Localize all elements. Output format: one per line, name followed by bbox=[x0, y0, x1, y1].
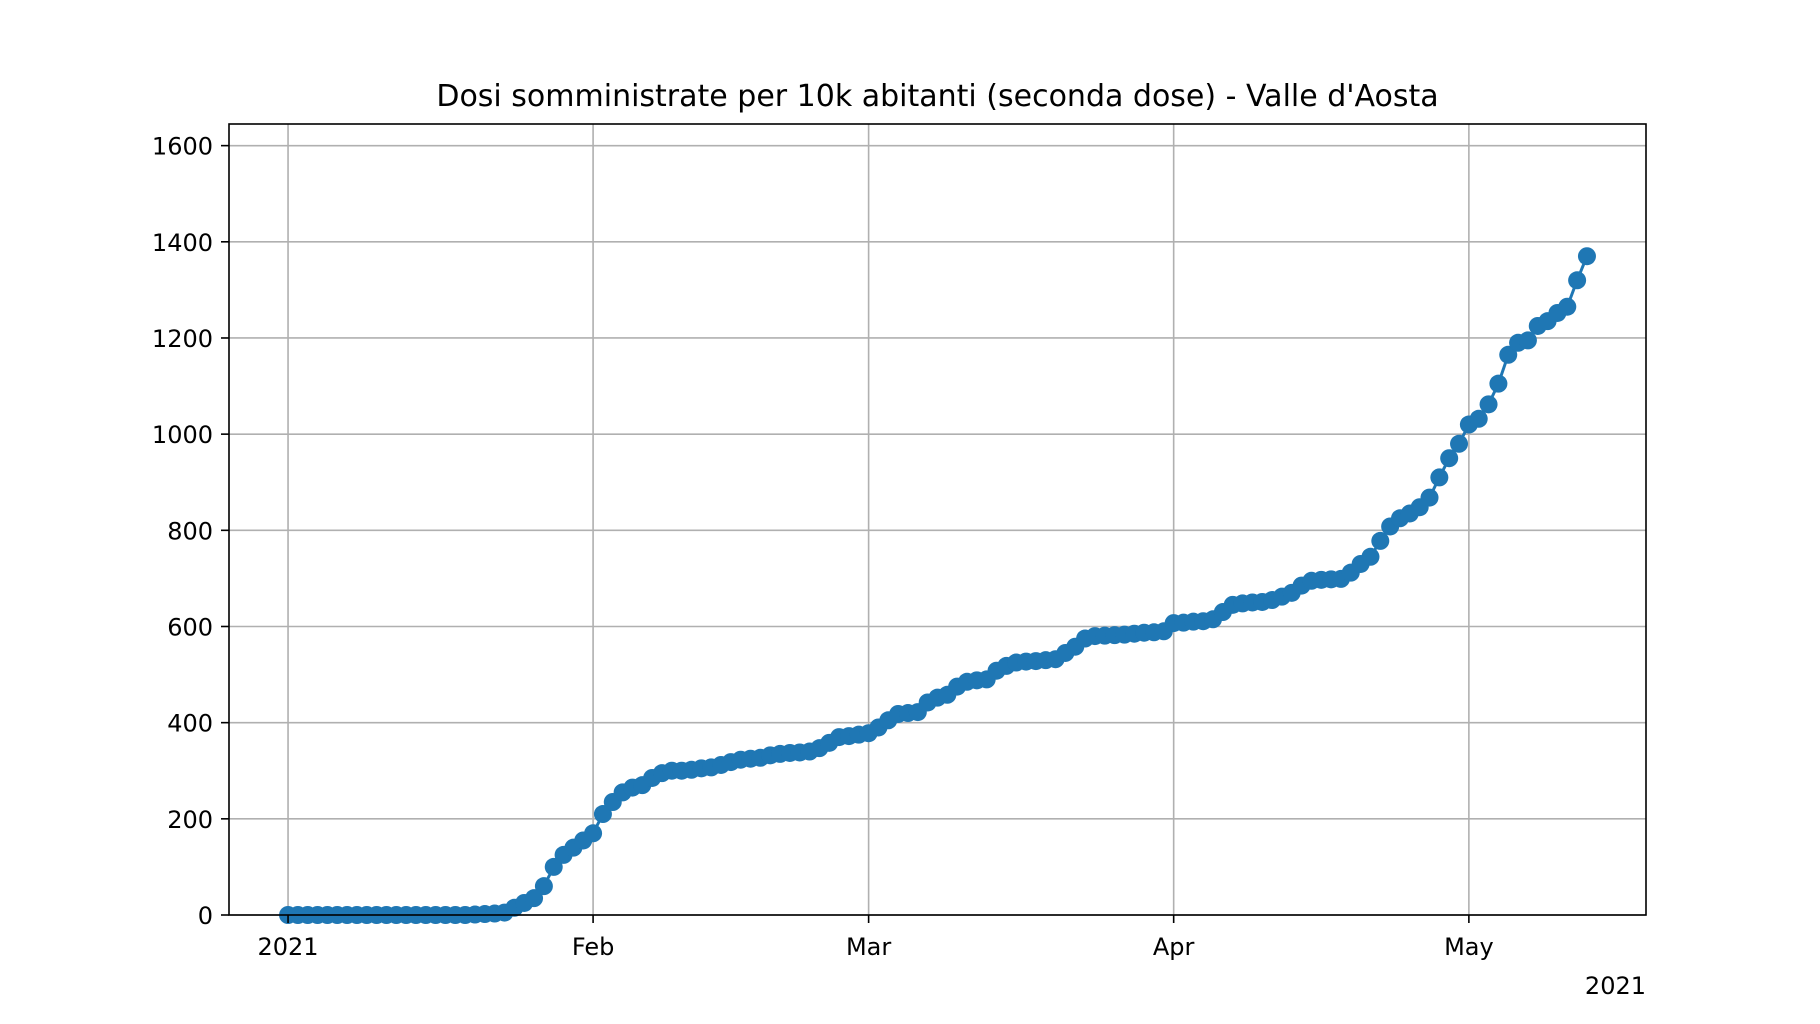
data-point bbox=[1577, 247, 1596, 266]
y-tick-label: 600 bbox=[167, 613, 213, 641]
data-point bbox=[1568, 271, 1587, 290]
x-tick-label: 2021 bbox=[258, 933, 319, 961]
y-tick-label: 400 bbox=[167, 710, 213, 738]
data-point bbox=[584, 824, 603, 843]
x-tick-label: Apr bbox=[1153, 933, 1195, 961]
data-point bbox=[525, 889, 544, 908]
x-tick-label: May bbox=[1444, 933, 1494, 961]
x-tick-label: Feb bbox=[572, 933, 615, 961]
data-point bbox=[1430, 468, 1449, 487]
y-tick-label: 800 bbox=[167, 517, 213, 545]
y-tick-label: 0 bbox=[198, 902, 213, 930]
data-point bbox=[1420, 488, 1439, 507]
data-point bbox=[544, 857, 563, 876]
data-point bbox=[1558, 297, 1577, 316]
data-point bbox=[1489, 374, 1508, 393]
y-tick-label: 200 bbox=[167, 806, 213, 834]
data-point bbox=[1440, 449, 1459, 468]
data-point bbox=[1499, 345, 1518, 364]
grid-lines bbox=[229, 124, 1646, 916]
data-point bbox=[1518, 331, 1537, 350]
x-axis-offset-label: 2021 bbox=[1585, 972, 1646, 1000]
chart-title: Dosi somministrate per 10k abitanti (sec… bbox=[436, 79, 1438, 114]
data-point bbox=[1479, 395, 1498, 414]
y-tick-label: 1400 bbox=[152, 229, 213, 257]
data-point bbox=[1361, 547, 1380, 566]
data-point bbox=[1469, 409, 1488, 428]
x-tick-label: Mar bbox=[846, 933, 891, 961]
y-tick-label: 1600 bbox=[152, 133, 213, 161]
data-point bbox=[593, 805, 612, 824]
plot-area-frame bbox=[228, 123, 1647, 916]
data-point bbox=[534, 877, 553, 896]
axis-ticks-group: 0 200 400 600 800 1000 1200 1400 1600 2021 Feb Mar A… bbox=[152, 133, 1494, 961]
y-tick-label: 1200 bbox=[152, 325, 213, 353]
y-tick-label: 1000 bbox=[152, 421, 213, 449]
data-point bbox=[1371, 531, 1390, 550]
data-markers-group bbox=[279, 247, 1596, 924]
data-point bbox=[1450, 434, 1469, 453]
